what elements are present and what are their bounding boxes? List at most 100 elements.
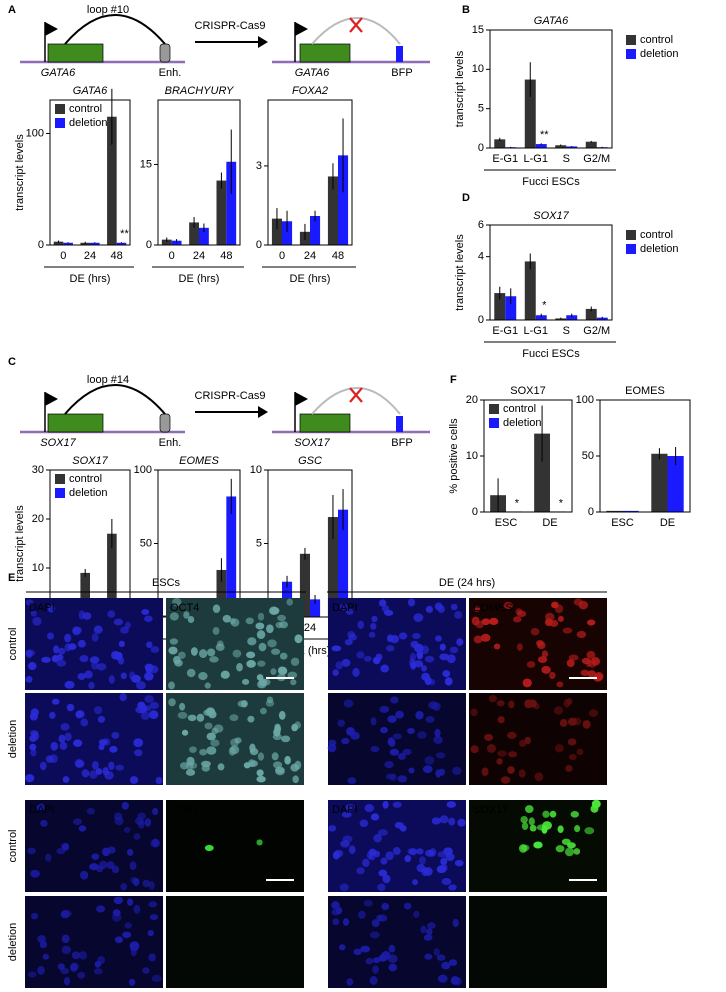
nucleus [378,599,387,607]
nucleus [421,665,428,672]
micrograph-bg [25,598,163,690]
nucleus [553,706,564,715]
nucleus [271,752,279,761]
nucleus [121,801,129,810]
nucleus [352,667,360,677]
micrograph [328,896,466,988]
nucleus [64,680,75,689]
nucleus [394,821,404,829]
nucleus [359,819,369,828]
y-tick-label: 5 [256,537,262,549]
nucleus [168,681,175,690]
bar [107,533,117,617]
nucleus [265,699,275,707]
nucleus [385,773,396,780]
nucleus [381,902,390,911]
nucleus [277,614,287,622]
significance: * [542,300,547,312]
legend-label: control [69,103,102,115]
nucleus [369,931,380,939]
nucleus [588,709,599,717]
nucleus [256,775,266,783]
nucleus [434,602,443,611]
nucleus [141,608,150,615]
nucleus [57,963,65,970]
y-tick-label: 100 [134,464,152,476]
nucleus [526,661,536,668]
nucleus [60,723,70,731]
nucleus [274,725,282,734]
legend-swatch [55,474,65,484]
nucleus [151,838,160,848]
y-tick-label: 10 [32,562,44,574]
nucleus [97,715,106,723]
legend-label: deletion [503,417,542,429]
x-tick-label: 0 [279,250,285,262]
chart-title: GSC [298,455,322,467]
nucleus [118,640,125,648]
nucleus [209,656,219,663]
nucleus [206,746,217,755]
nucleus [417,731,427,739]
nucleus [187,616,195,624]
nucleus [122,931,132,939]
nucleus [388,944,396,953]
nucleus [149,914,159,921]
bar [535,144,547,148]
nucleus [566,659,575,668]
x-tick-label: 0 [60,250,66,262]
micrograph-bg [328,896,466,988]
nucleus [190,647,198,656]
bar [494,139,506,148]
nucleus [185,769,196,776]
nucleus [249,748,259,756]
nucleus [413,910,420,919]
reporter-label: BFP [391,67,412,79]
nucleus [246,659,256,668]
nucleus [443,847,453,856]
y-tick-label: 100 [26,127,44,139]
nucleus [281,735,291,743]
nucleus [452,766,462,776]
nucleus [256,630,266,640]
chart-title: BRACHYURY [165,85,234,97]
nucleus [413,613,424,622]
nucleus [178,651,186,659]
nucleus [142,879,151,888]
nucleus [241,678,250,685]
nucleus [342,918,350,926]
nucleus [57,647,66,655]
nucleus [152,807,159,816]
nucleus [71,951,81,960]
plot-frame [267,99,353,246]
bar [271,218,282,245]
chart-title: EOMES [179,455,219,467]
nucleus [450,975,460,985]
nucleus [278,710,286,720]
nucleus [134,749,143,757]
nucleus [549,671,556,680]
micrograph-bg [469,896,607,988]
gene-box [299,413,351,433]
nucleus [39,941,48,949]
bar [338,155,349,245]
nucleus [370,745,380,753]
nucleus [61,934,70,944]
nucleus [371,919,380,928]
nucleus [205,707,216,716]
nucleus [331,645,342,652]
nucleus [372,957,381,964]
nucleus [96,663,107,671]
nucleus [30,912,39,920]
nucleus [338,944,346,951]
y-axis-label: transcript levels [14,505,26,582]
nucleus [425,849,435,857]
nucleus [245,617,254,625]
nucleus [424,655,435,663]
nucleus [409,848,418,856]
nucleus [377,829,388,836]
nucleus [292,775,299,784]
nucleus [557,615,564,622]
nucleus [448,884,457,891]
nucleus [582,719,591,729]
